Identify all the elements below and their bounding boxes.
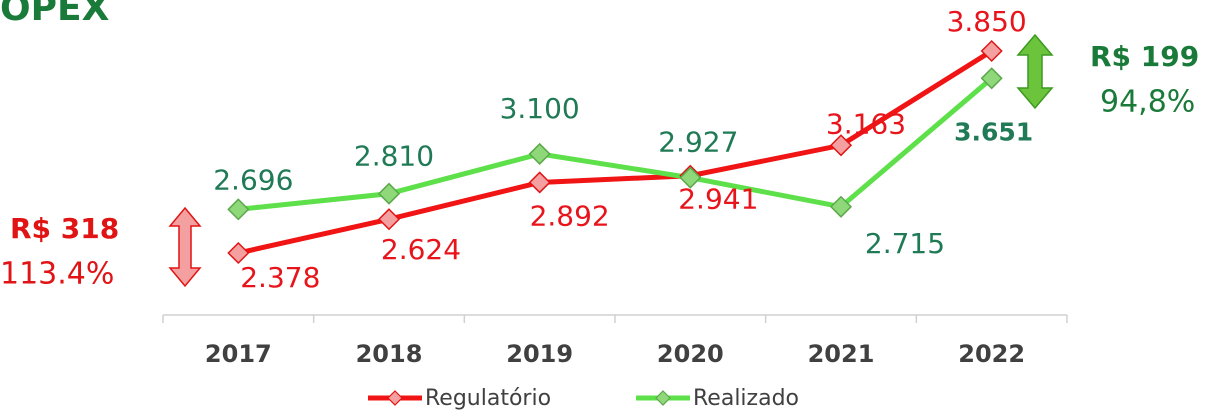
marker: [528, 142, 551, 165]
x-tick-label: 2017: [205, 340, 272, 368]
marker: [227, 198, 250, 221]
x-tick-label: 2022: [958, 340, 1025, 368]
legend-marker: [387, 390, 403, 406]
marker: [679, 166, 702, 189]
marker: [377, 208, 401, 231]
series-line: [238, 76, 994, 212]
data-label: 3.100: [500, 92, 580, 125]
marker: [829, 195, 853, 218]
data-label: 2.624: [381, 233, 461, 266]
annotation: 94,8%: [1100, 85, 1195, 120]
legend-marker: [655, 390, 671, 406]
marker: [980, 39, 1003, 63]
x-tick-label: 2020: [657, 340, 724, 368]
data-label: 2.941: [678, 183, 758, 216]
chart-title: OPEX: [0, 0, 110, 29]
marker: [227, 241, 250, 265]
x-tick-label: 2018: [356, 340, 423, 368]
data-label: 2.715: [865, 227, 945, 260]
data-label: 2.696: [213, 163, 293, 196]
red-arrow: [168, 206, 202, 288]
data-label: 2.378: [240, 261, 320, 294]
marker: [377, 182, 401, 205]
data-label: 3.651: [954, 117, 1033, 146]
series-line: [237, 48, 993, 256]
data-label: 3.163: [826, 107, 906, 140]
annotation: R$ 318: [10, 212, 119, 245]
x-tick-label: 2021: [808, 340, 875, 368]
data-label: 2.927: [658, 126, 738, 159]
marker: [980, 67, 1003, 90]
marker: [528, 171, 551, 194]
data-label: 3.850: [947, 5, 1027, 38]
legend-label: Regulatório: [425, 386, 551, 411]
marker: [829, 134, 853, 157]
green-arrow: [1016, 33, 1054, 110]
data-label: 2.892: [530, 199, 610, 232]
annotation: R$ 199: [1090, 40, 1199, 73]
annotation: 113.4%: [0, 257, 114, 292]
legend-label: Realizado: [693, 386, 799, 411]
x-tick-label: 2019: [506, 340, 573, 368]
data-label: 2.810: [354, 140, 434, 173]
